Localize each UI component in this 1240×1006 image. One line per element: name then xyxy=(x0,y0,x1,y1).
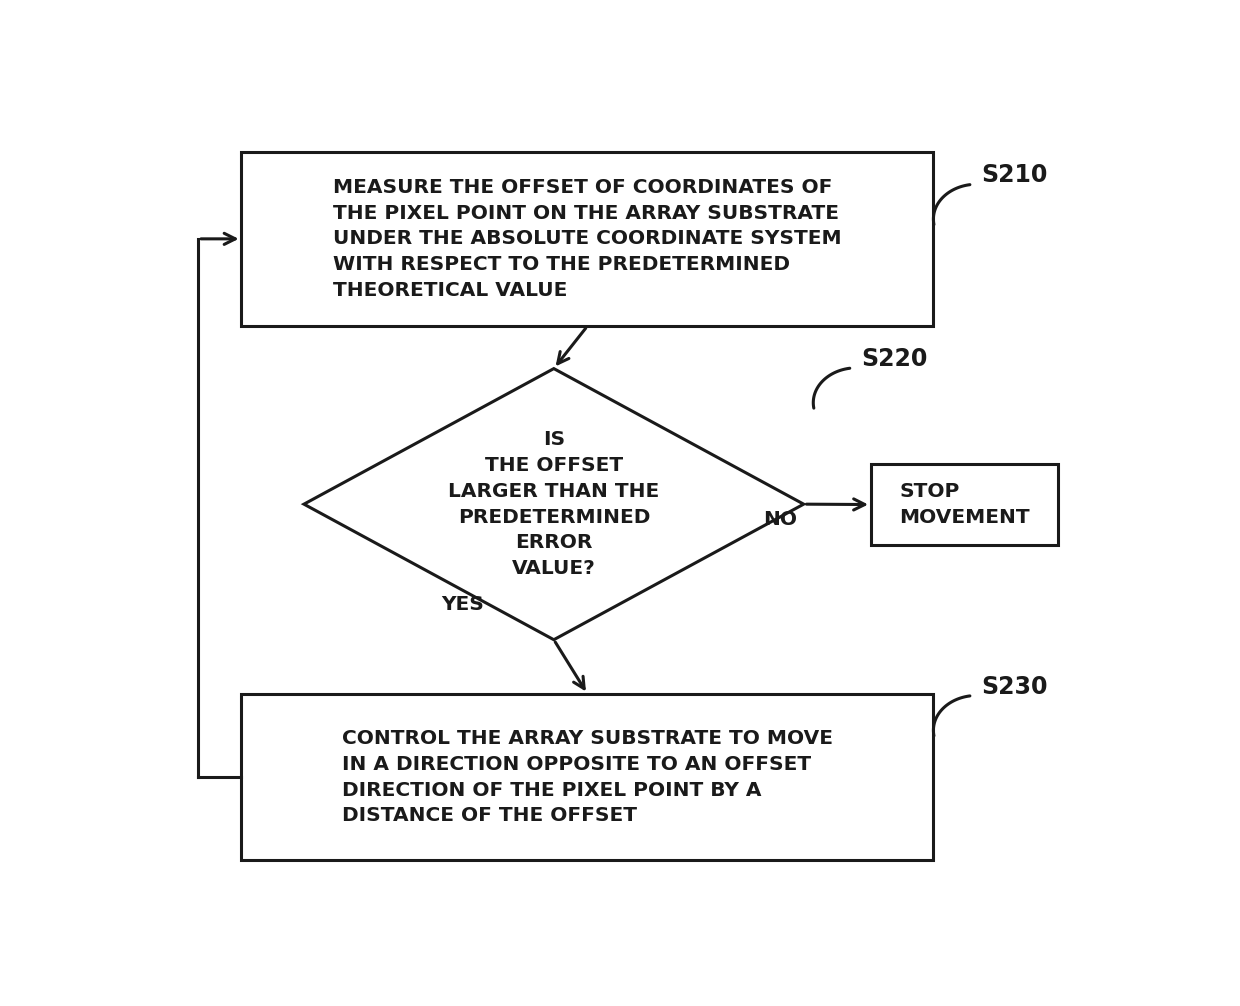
Bar xyxy=(242,152,934,326)
Text: MEASURE THE OFFSET OF COORDINATES OF
THE PIXEL POINT ON THE ARRAY SUBSTRATE
UNDE: MEASURE THE OFFSET OF COORDINATES OF THE… xyxy=(334,178,842,300)
Polygon shape xyxy=(304,368,804,640)
Text: NO: NO xyxy=(763,510,796,529)
Text: S230: S230 xyxy=(982,675,1048,698)
Text: IS
THE OFFSET
LARGER THAN THE
PREDETERMINED
ERROR
VALUE?: IS THE OFFSET LARGER THAN THE PREDETERMI… xyxy=(448,431,660,578)
Bar xyxy=(242,694,934,860)
Text: S220: S220 xyxy=(862,347,928,371)
Text: CONTROL THE ARRAY SUBSTRATE TO MOVE
IN A DIRECTION OPPOSITE TO AN OFFSET
DIRECTI: CONTROL THE ARRAY SUBSTRATE TO MOVE IN A… xyxy=(342,729,833,825)
Bar xyxy=(870,464,1058,545)
Text: S210: S210 xyxy=(982,163,1048,187)
Text: YES: YES xyxy=(441,596,484,615)
Text: STOP
MOVEMENT: STOP MOVEMENT xyxy=(899,482,1030,527)
